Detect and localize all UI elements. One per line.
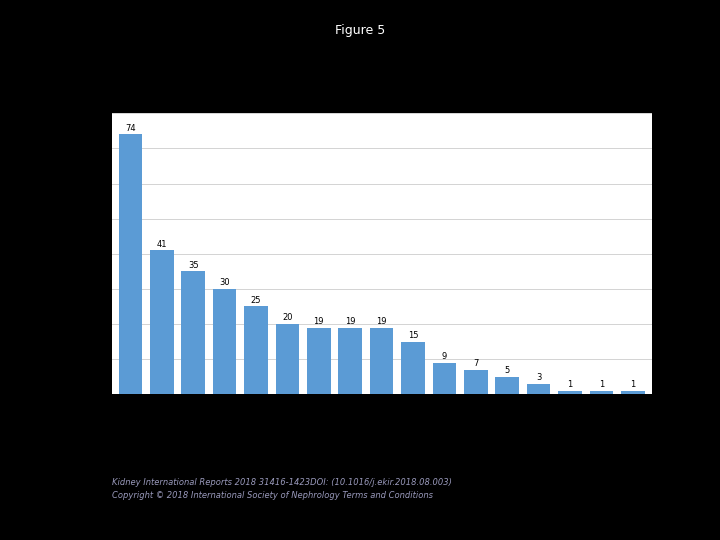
Bar (590, 391, 613, 394)
Text: 30: 30 (220, 278, 230, 287)
Text: 3: 3 (536, 373, 541, 382)
Text: 19: 19 (313, 317, 324, 326)
Bar (433, 363, 456, 394)
Bar (401, 341, 425, 394)
Bar (276, 324, 300, 394)
Text: 1: 1 (567, 380, 572, 389)
Text: 1: 1 (599, 380, 604, 389)
Text: 15: 15 (408, 331, 418, 340)
Text: 35: 35 (188, 261, 199, 269)
Bar (558, 391, 582, 394)
Bar (527, 383, 550, 394)
Text: 41: 41 (156, 240, 167, 248)
Text: Figure 5: Figure 5 (335, 24, 385, 37)
Text: 9: 9 (442, 352, 447, 361)
Bar (495, 377, 519, 394)
Bar (370, 327, 393, 394)
Text: 7: 7 (473, 359, 479, 368)
Bar (307, 327, 330, 394)
Bar (244, 306, 268, 394)
Text: 19: 19 (345, 317, 356, 326)
Text: 5: 5 (505, 366, 510, 375)
Text: 19: 19 (377, 317, 387, 326)
Bar (213, 289, 236, 394)
Text: 20: 20 (282, 313, 292, 322)
Bar (181, 271, 205, 394)
Text: Kidney International Reports 2018 31416-1423DOI: (10.1016/j.ekir.2018.08.003): Kidney International Reports 2018 31416-… (112, 478, 451, 487)
Bar (621, 391, 644, 394)
Text: 1: 1 (630, 380, 635, 389)
Text: Copyright © 2018 International Society of Nephrology Terms and Conditions: Copyright © 2018 International Society o… (112, 491, 433, 501)
Bar (119, 134, 143, 394)
Text: 74: 74 (125, 124, 136, 133)
Bar (464, 369, 487, 394)
Bar (338, 327, 362, 394)
Text: 25: 25 (251, 296, 261, 305)
Bar (150, 250, 174, 394)
